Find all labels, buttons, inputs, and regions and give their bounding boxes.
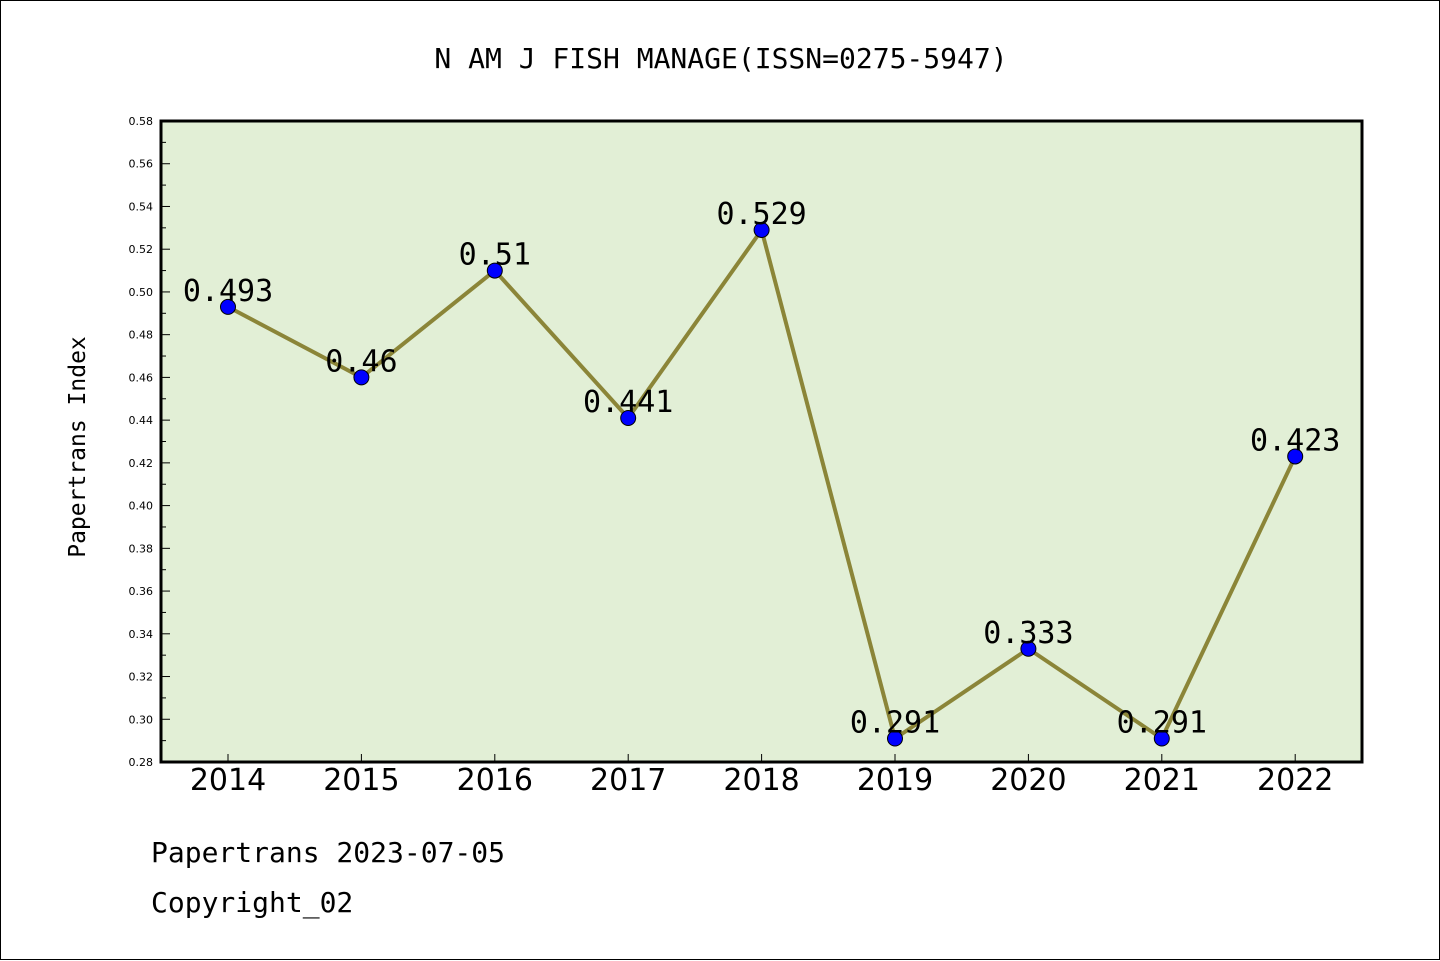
- data-label-layer: 0.493 0.46 0.51 0.441 0.529 0.291 0.333 0.291 0.…: [183, 197, 1341, 741]
- data-point: [620, 409, 637, 426]
- data-point: [486, 262, 503, 279]
- chart-title: N AM J FISH MANAGE(ISSN=0275-5947): [434, 42, 1007, 75]
- y-tick-label: 0.34: [129, 628, 154, 641]
- y-tick-label: 0.36: [129, 585, 154, 598]
- x-tick-label: 2021: [1124, 763, 1200, 798]
- y-tick-label: 0.58: [129, 115, 154, 128]
- x-tick-label: 2022: [1257, 763, 1333, 798]
- x-tick-label: 2019: [857, 763, 933, 798]
- y-tick-label: 0.30: [129, 713, 154, 726]
- data-label: 0.333: [983, 616, 1073, 651]
- data-point: [353, 369, 370, 386]
- data-point: [1153, 730, 1170, 747]
- x-tick-label: 2018: [723, 763, 799, 798]
- x-tick-label: 2016: [457, 763, 533, 798]
- y-tick-label: 0.38: [129, 542, 154, 555]
- data-point: [753, 221, 770, 238]
- data-point: [220, 298, 236, 315]
- data-point: [1020, 640, 1037, 657]
- data-label: 0.291: [850, 705, 940, 740]
- y-tick-label: 0.40: [129, 500, 154, 513]
- data-label: 0.46: [325, 344, 397, 379]
- y-tick-label: 0.50: [129, 286, 154, 299]
- y-axis: 0.28 0.30 0.32 0.34 0.36 0.38 0.40 0.42 0.44 0.46…: [129, 115, 170, 769]
- series-layer: [220, 221, 1304, 747]
- y-tick-label: 0.44: [129, 414, 154, 427]
- y-tick-label: 0.54: [129, 200, 154, 213]
- x-tick-label: 2014: [190, 763, 266, 798]
- y-tick-label: 0.32: [129, 671, 154, 684]
- y-tick-label: 0.48: [129, 329, 154, 342]
- x-axis: 2014 2015 2016 2017 2018 2019 2020 2021 2022: [190, 754, 1333, 798]
- data-point: [1287, 448, 1304, 465]
- y-tick-label: 0.52: [129, 243, 154, 256]
- y-tick-label: 0.56: [129, 158, 154, 171]
- x-tick-label: 2015: [323, 763, 399, 798]
- y-tick-label: 0.28: [129, 756, 154, 769]
- y-tick-label: 0.42: [129, 457, 154, 470]
- x-tick-label: 2017: [590, 763, 666, 798]
- plot-border: [159, 119, 1364, 764]
- data-label: 0.423: [1250, 423, 1340, 458]
- data-label: 0.291: [1117, 705, 1207, 740]
- y-axis-label: Papertrans Index: [65, 336, 91, 558]
- data-label: 0.441: [583, 385, 673, 420]
- footer-copyright: Copyright_02: [151, 886, 354, 919]
- footer-date: Papertrans 2023-07-05: [151, 836, 506, 869]
- data-label: 0.51: [459, 238, 531, 273]
- y-tick-label: 0.46: [129, 371, 154, 384]
- data-label: 0.493: [183, 274, 273, 309]
- x-tick-label: 2020: [990, 763, 1066, 798]
- data-point: [887, 730, 903, 747]
- data-label: 0.529: [716, 197, 806, 232]
